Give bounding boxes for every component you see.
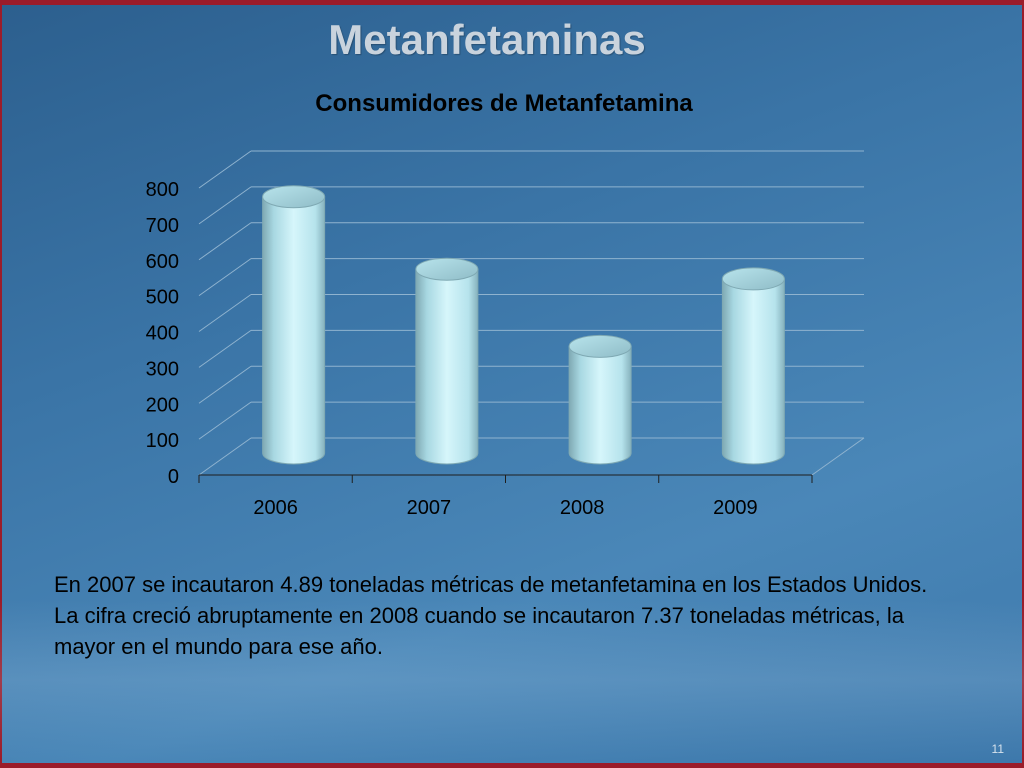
gridline-depth	[198, 258, 252, 297]
y-tick-label: 700	[146, 215, 179, 237]
chart-title: Consumidores de Metanfetamina	[315, 90, 693, 117]
top-border	[0, 0, 1024, 5]
bar	[568, 334, 632, 465]
y-tick-label: 0	[168, 466, 179, 488]
floor-edge	[811, 437, 865, 476]
x-tick-label: 2007	[407, 497, 452, 519]
y-tick-label: 100	[146, 430, 179, 452]
bar	[415, 257, 479, 465]
bar-body	[415, 268, 479, 465]
x-tick-label: 2009	[713, 497, 758, 519]
y-tick-label: 800	[146, 179, 179, 201]
body-paragraph: En 2007 se incautaron 4.89 toneladas mét…	[54, 572, 928, 659]
y-tick-label: 600	[146, 251, 179, 273]
gridline-depth	[198, 329, 252, 368]
background-wave	[0, 600, 1024, 760]
bar-cap	[415, 257, 479, 281]
bottom-border	[0, 763, 1024, 768]
bar	[721, 267, 785, 465]
gridline-depth	[198, 437, 252, 476]
slide-number: 11	[991, 742, 1004, 756]
bar	[262, 185, 326, 465]
y-tick-label: 300	[146, 358, 179, 380]
gridline-depth	[198, 186, 252, 225]
bar-cap	[721, 267, 785, 291]
gridline-depth	[198, 401, 252, 440]
bar-chart: 0 100 200 300 400 500 600 700 800 2006 2007 2008 200…	[146, 150, 865, 519]
right-border	[1022, 0, 1024, 768]
left-border	[0, 0, 2, 768]
y-tick-label: 500	[146, 287, 179, 309]
x-tick-label: 2006	[253, 497, 298, 519]
gridline-depth	[198, 150, 252, 189]
gridline-depth	[198, 294, 252, 332]
x-tick-label: 2008	[560, 497, 605, 519]
bar-cap	[568, 334, 632, 358]
gridline-depth	[198, 365, 252, 404]
slide-title: Metanfetaminas	[328, 16, 646, 63]
bar-body	[721, 278, 785, 465]
bar-body	[262, 196, 326, 465]
y-tick-label: 200	[146, 394, 179, 416]
bar-body	[568, 345, 632, 465]
y-tick-label: 400	[146, 323, 179, 345]
gridline-depth	[198, 222, 252, 261]
bar-cap	[262, 185, 326, 209]
